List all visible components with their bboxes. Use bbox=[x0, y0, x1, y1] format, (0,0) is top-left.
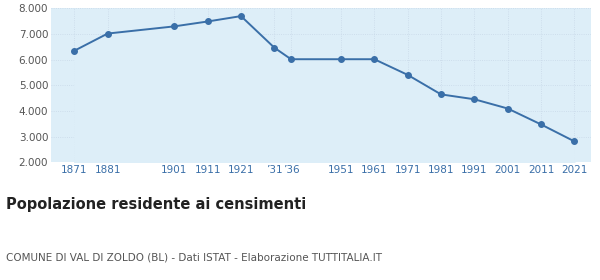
Text: Popolazione residente ai censimenti: Popolazione residente ai censimenti bbox=[6, 197, 306, 212]
Text: COMUNE DI VAL DI ZOLDO (BL) - Dati ISTAT - Elaborazione TUTTITALIA.IT: COMUNE DI VAL DI ZOLDO (BL) - Dati ISTAT… bbox=[6, 252, 382, 262]
